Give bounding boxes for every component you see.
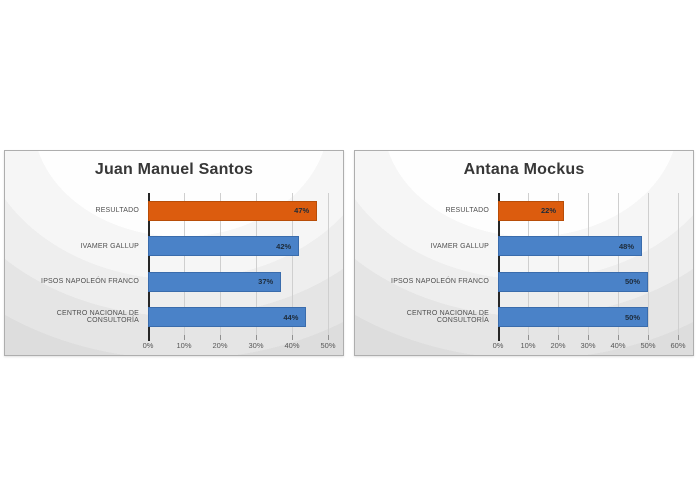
axis-tick-label: 50%: [640, 341, 656, 350]
bar-value-label: 48%: [618, 241, 634, 251]
axis-tick-mark: [220, 335, 221, 340]
axis-tick-label: 20%: [212, 341, 228, 350]
axis-tick-mark: [558, 335, 559, 340]
gridline: [328, 193, 329, 335]
bar-value-label: 50%: [624, 277, 640, 287]
axis-tick-mark: [528, 335, 529, 340]
bar-row: 42%: [148, 229, 335, 265]
x-axis: 0% 10% 20% 30% 40% 50% 60%: [493, 341, 686, 353]
bar-row: 50%: [498, 264, 685, 300]
category-label: CENTRO NACIONAL DE CONSULTORÍA: [406, 309, 489, 325]
chart-panel-juan-manuel-santos: Juan Manuel Santos RESULTADO IVAMER GALLU…: [4, 150, 344, 356]
gridline: [558, 193, 559, 335]
axis-tick-label: 10%: [520, 341, 536, 350]
bar-row: 37%: [148, 264, 335, 300]
bar-value-label: 42%: [276, 241, 292, 251]
axis-tick-mark: [678, 335, 679, 340]
gridline: [648, 193, 649, 335]
category-label: IPSOS NAPOLEÓN FRANCO: [391, 278, 489, 286]
axis-tick-label: 40%: [284, 341, 300, 350]
category-label: RESULTADO: [95, 207, 139, 215]
category-label: IVAMER GALLUP: [80, 242, 139, 250]
chart-panel-antana-mockus: Antana Mockus RESULTADO IVAMER GALLUP IPSO…: [354, 150, 694, 356]
axis-tick-mark: [588, 335, 589, 340]
bar-row: 50%: [498, 300, 685, 336]
x-axis: 0% 10% 20% 30% 40% 50%: [143, 341, 336, 353]
y-axis-line: [148, 193, 150, 341]
axis-tick-label: 60%: [670, 341, 686, 350]
axis-tick-label: 10%: [176, 341, 192, 350]
gridline: [528, 193, 529, 335]
bar-row: 22%: [498, 193, 685, 229]
axis-tick-label: 0%: [142, 341, 154, 350]
bar-value-label: 37%: [258, 277, 274, 287]
chart-title: Juan Manuel Santos: [94, 161, 254, 178]
bar-value-label: 22%: [540, 206, 556, 216]
bar-row: 44%: [148, 300, 335, 336]
bar-row: 47%: [148, 193, 335, 229]
category-label: IVAMER GALLUP: [430, 242, 489, 250]
category-label: CENTRO NACIONAL DE CONSULTORÍA: [56, 309, 139, 325]
category-labels-column: RESULTADO IVAMER GALLUP IPSOS NAPOLEÓN FRA…: [5, 193, 144, 335]
bar-value-label: 44%: [283, 312, 299, 322]
bar-pollster: 50%: [498, 307, 648, 328]
gridline: [256, 193, 257, 335]
axis-tick-label: 30%: [248, 341, 264, 350]
bar-pollster: 50%: [498, 271, 648, 292]
category-label: RESULTADO: [445, 207, 489, 215]
axis-tick-mark: [184, 335, 185, 340]
axis-tick-mark: [618, 335, 619, 340]
bar-value-label: 50%: [624, 312, 640, 322]
bar-pollster: 42%: [148, 236, 300, 257]
category-labels-column: RESULTADO IVAMER GALLUP IPSOS NAPOLEÓN FRA…: [355, 193, 494, 335]
bar-resultado: 22%: [498, 200, 564, 221]
gridline: [588, 193, 589, 335]
plot-area: 47% 42% 37% 44%: [148, 193, 335, 341]
bar-pollster: 44%: [148, 307, 307, 328]
chart-title: Antana Mockus: [463, 161, 585, 178]
gridline: [220, 193, 221, 335]
axis-tick-label: 0%: [492, 341, 504, 350]
axis-tick-mark: [328, 335, 329, 340]
axis-tick-label: 30%: [580, 341, 596, 350]
gridline: [618, 193, 619, 335]
bar-pollster: 48%: [498, 236, 642, 257]
gridline: [678, 193, 679, 335]
axis-tick-mark: [256, 335, 257, 340]
axis-tick-mark: [648, 335, 649, 340]
axis-tick-mark: [292, 335, 293, 340]
axis-tick-label: 40%: [610, 341, 626, 350]
bar-value-label: 47%: [294, 206, 310, 216]
gridline: [184, 193, 185, 335]
category-label: IPSOS NAPOLEÓN FRANCO: [41, 278, 139, 286]
bar-pollster: 37%: [148, 271, 282, 292]
plot-area: 22% 48% 50% 50%: [498, 193, 685, 341]
bar-row: 48%: [498, 229, 685, 265]
axis-tick-label: 20%: [550, 341, 566, 350]
bar-resultado: 47%: [148, 200, 318, 221]
axis-tick-label: 50%: [320, 341, 336, 350]
y-axis-line: [498, 193, 500, 341]
gridline: [292, 193, 293, 335]
